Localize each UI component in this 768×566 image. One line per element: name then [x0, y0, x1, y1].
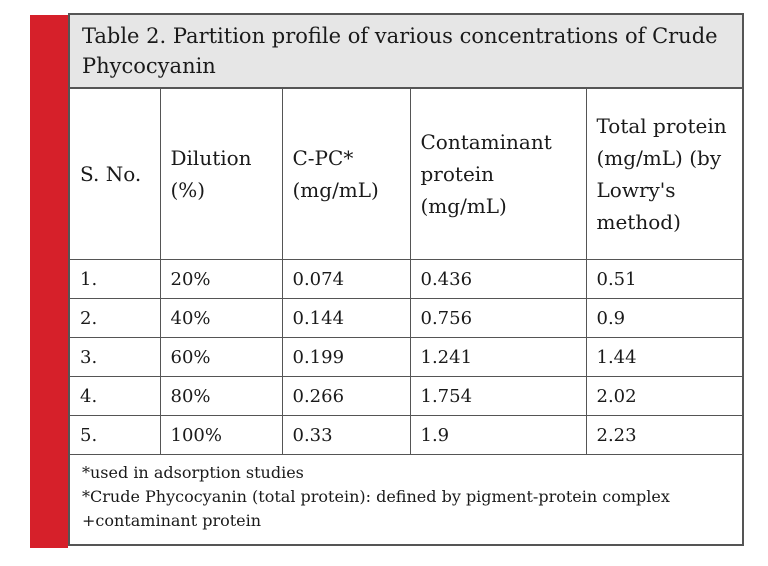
- cell-total: 1.44: [585, 337, 742, 377]
- cell-contaminant: 0.436: [409, 259, 587, 299]
- cell-dilution: 80%: [159, 376, 283, 416]
- cell-total: 2.02: [585, 376, 742, 416]
- cell-total: 0.51: [585, 259, 742, 299]
- header-contaminant: Contaminant protein (mg/mL): [409, 89, 587, 260]
- cell-cpc: 0.33: [281, 415, 411, 455]
- footnote-adsorption: *used in adsorption studies: [82, 463, 304, 482]
- cell-contaminant: 1.241: [409, 337, 587, 377]
- cell-dilution: 100%: [159, 415, 283, 455]
- cell-contaminant: 0.756: [409, 298, 587, 338]
- header-row: S. No. Dilution (%) C-PC* (mg/mL) Contam…: [70, 89, 742, 260]
- cell-sno: 1.: [70, 259, 161, 299]
- partition-table: S. No. Dilution (%) C-PC* (mg/mL) Contam…: [70, 89, 742, 455]
- cell-contaminant: 1.9: [409, 415, 587, 455]
- table-row: 1. 20% 0.074 0.436 0.51: [70, 259, 742, 299]
- table-row: 4. 80% 0.266 1.754 2.02: [70, 376, 742, 416]
- table-frame: Table 2. Partition profile of various co…: [68, 13, 744, 546]
- cell-sno: 3.: [70, 337, 161, 377]
- table-row: 2. 40% 0.144 0.756 0.9: [70, 298, 742, 338]
- cell-total: 0.9: [585, 298, 742, 338]
- red-accent-bar: [30, 15, 68, 548]
- cell-sno: 4.: [70, 376, 161, 416]
- table-row: 5. 100% 0.33 1.9 2.23: [70, 415, 742, 455]
- cell-dilution: 40%: [159, 298, 283, 338]
- header-sno: S. No.: [70, 89, 161, 260]
- cell-dilution: 20%: [159, 259, 283, 299]
- table-row: 3. 60% 0.199 1.241 1.44: [70, 337, 742, 377]
- cell-dilution: 60%: [159, 337, 283, 377]
- header-total: Total protein (mg/mL) (by Lowry's method…: [585, 89, 742, 260]
- cell-cpc: 0.144: [281, 298, 411, 338]
- footnote-definition: *Crude Phycocyanin (total protein): defi…: [82, 487, 670, 530]
- cell-total: 2.23: [585, 415, 742, 455]
- cell-contaminant: 1.754: [409, 376, 587, 416]
- cell-sno: 5.: [70, 415, 161, 455]
- footnotes: *used in adsorption studies *Crude Phyco…: [70, 455, 742, 533]
- cell-cpc: 0.266: [281, 376, 411, 416]
- cell-cpc: 0.199: [281, 337, 411, 377]
- cell-cpc: 0.074: [281, 259, 411, 299]
- header-dilution: Dilution (%): [159, 89, 283, 260]
- header-cpc: C-PC* (mg/mL): [281, 89, 411, 260]
- cell-sno: 2.: [70, 298, 161, 338]
- table-title: Table 2. Partition profile of various co…: [70, 15, 742, 89]
